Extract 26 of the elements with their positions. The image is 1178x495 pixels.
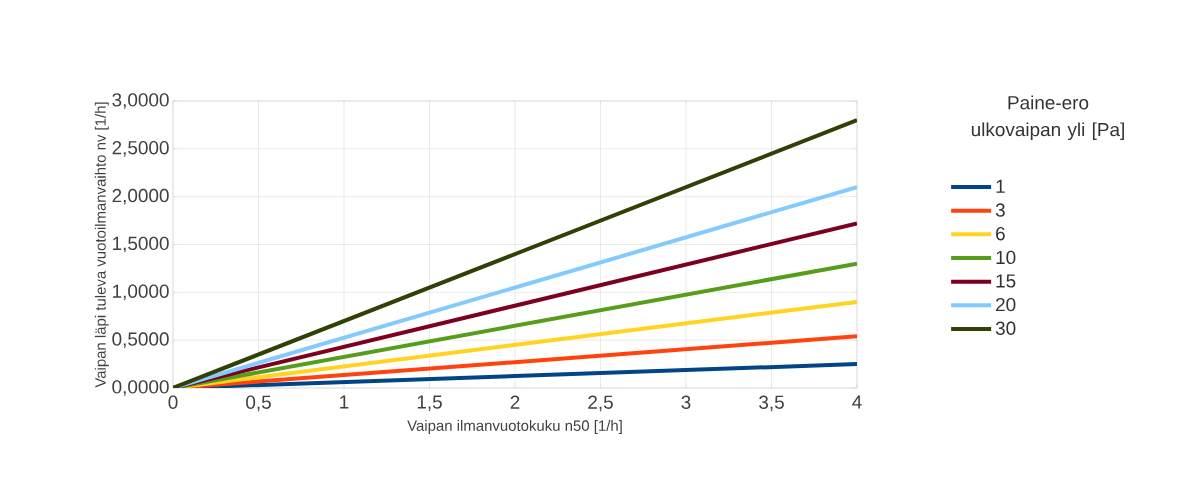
legend-label: 1 — [996, 179, 1005, 193]
x-tick-label: 2,5 — [588, 395, 613, 412]
y-axis-title: Vaipan läpi tuleva vuotoilmanvaihto nv [1/h] — [94, 102, 109, 388]
x-tick-label: 3,5 — [759, 395, 784, 412]
x-tick-label: 0 — [168, 395, 178, 409]
legend-label: 10 — [996, 250, 1016, 265]
x-tick-label: 0,5 — [246, 395, 271, 412]
y-tick-label: 3,0000 — [112, 93, 169, 109]
legend-label: 20 — [996, 297, 1016, 312]
legend-label: 3 — [995, 203, 1005, 217]
x-tick-label: 1 — [340, 395, 349, 409]
x-tick-label: 1,5 — [417, 395, 442, 411]
y-tick-label: 1,5000 — [113, 236, 169, 253]
y-tick-label: 0,5000 — [112, 332, 169, 348]
legend-label: 15 — [996, 274, 1016, 288]
x-axis-title: Vaipan ilmanvuotokuku n50 [1/h] — [407, 419, 622, 434]
legend-title: Paine-ero ulkovaipan yli [Pa] — [971, 95, 1124, 141]
y-tick-label: 0,0000 — [112, 380, 169, 396]
legend-label: 30 — [995, 321, 1016, 335]
legend-label: 6 — [996, 226, 1005, 241]
x-tick-label: 3 — [681, 395, 691, 409]
x-tick-label: 4 — [852, 395, 862, 409]
y-tick-label: 2,5000 — [112, 141, 169, 157]
x-tick-label: 2 — [510, 395, 520, 409]
y-tick-label: 1,0000 — [113, 284, 169, 301]
y-tick-label: 2,0000 — [112, 188, 169, 205]
